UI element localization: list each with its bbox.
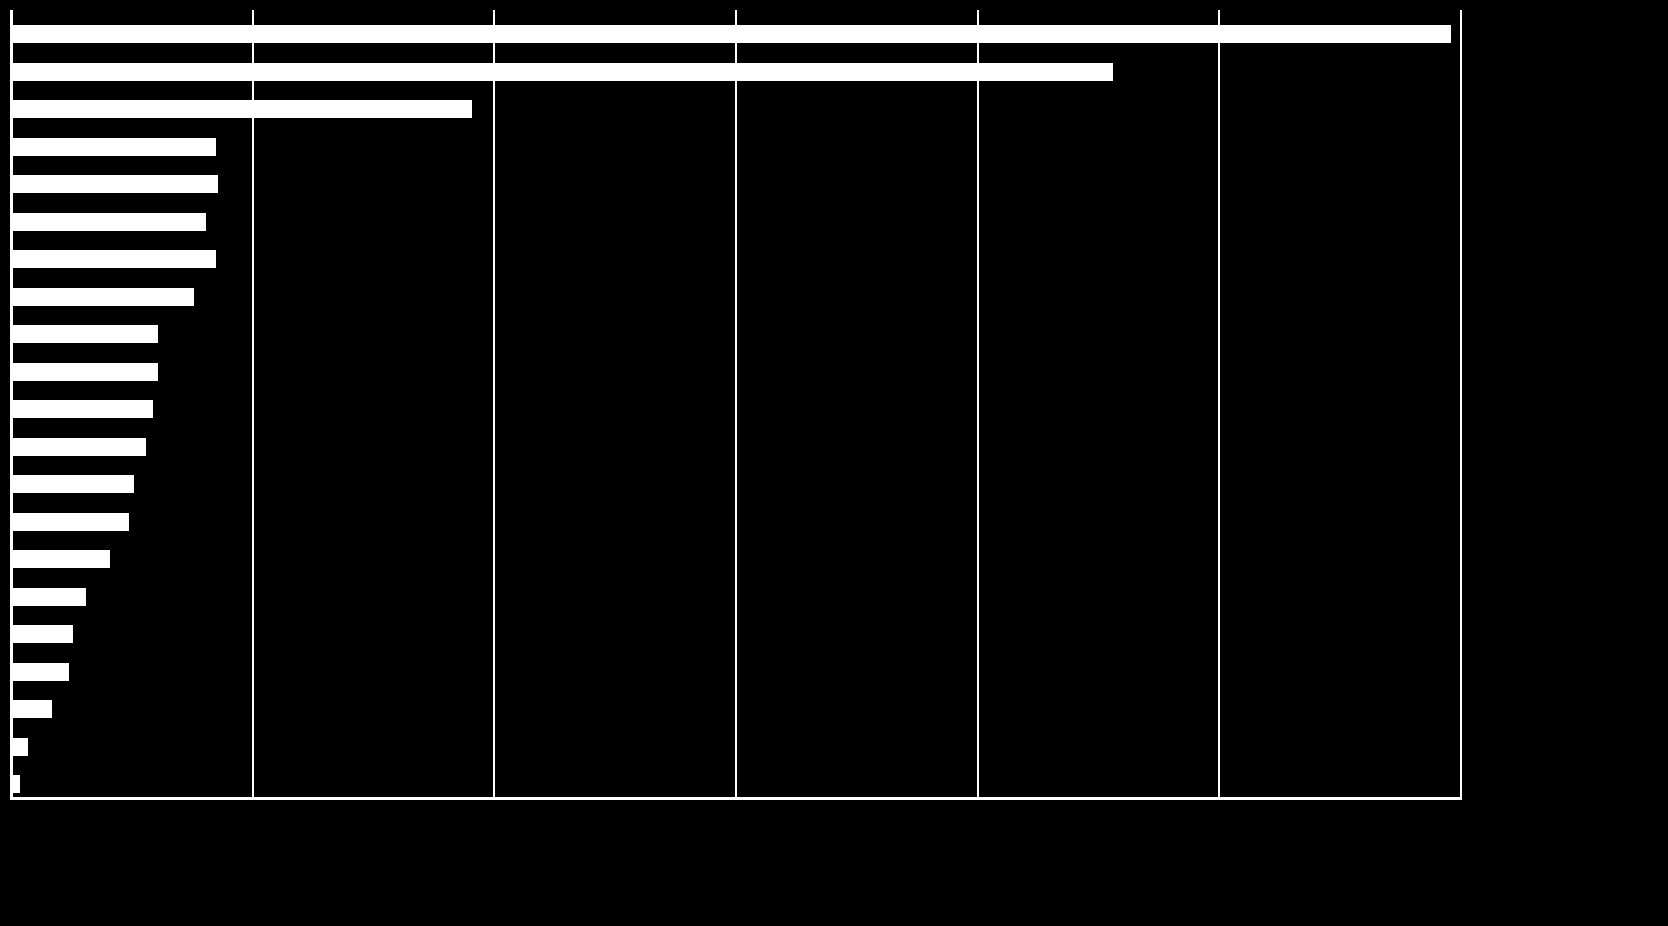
- bar: [13, 138, 216, 156]
- bar: [13, 250, 216, 268]
- gridline: [735, 10, 737, 800]
- bar: [13, 438, 146, 456]
- bar: [13, 400, 153, 418]
- bar: [13, 663, 69, 681]
- bar: [13, 738, 28, 756]
- bar: [13, 625, 73, 643]
- bar: [13, 588, 86, 606]
- bar: [13, 325, 158, 343]
- bar: [13, 775, 20, 793]
- x-axis: [10, 797, 1460, 800]
- bar: [13, 100, 472, 118]
- bar: [13, 700, 52, 718]
- gridline: [252, 10, 254, 800]
- bar: [13, 475, 134, 493]
- bar: [13, 513, 129, 531]
- bar: [13, 63, 1113, 81]
- bar: [13, 175, 218, 193]
- bar: [13, 213, 206, 231]
- gridline: [1460, 10, 1462, 800]
- bar-chart: [0, 0, 1668, 926]
- bar: [13, 363, 158, 381]
- bar: [13, 25, 1451, 43]
- gridline: [1218, 10, 1220, 800]
- bar: [13, 550, 110, 568]
- plot-area: [10, 10, 1460, 800]
- bar: [13, 288, 194, 306]
- gridline: [493, 10, 495, 800]
- gridline: [977, 10, 979, 800]
